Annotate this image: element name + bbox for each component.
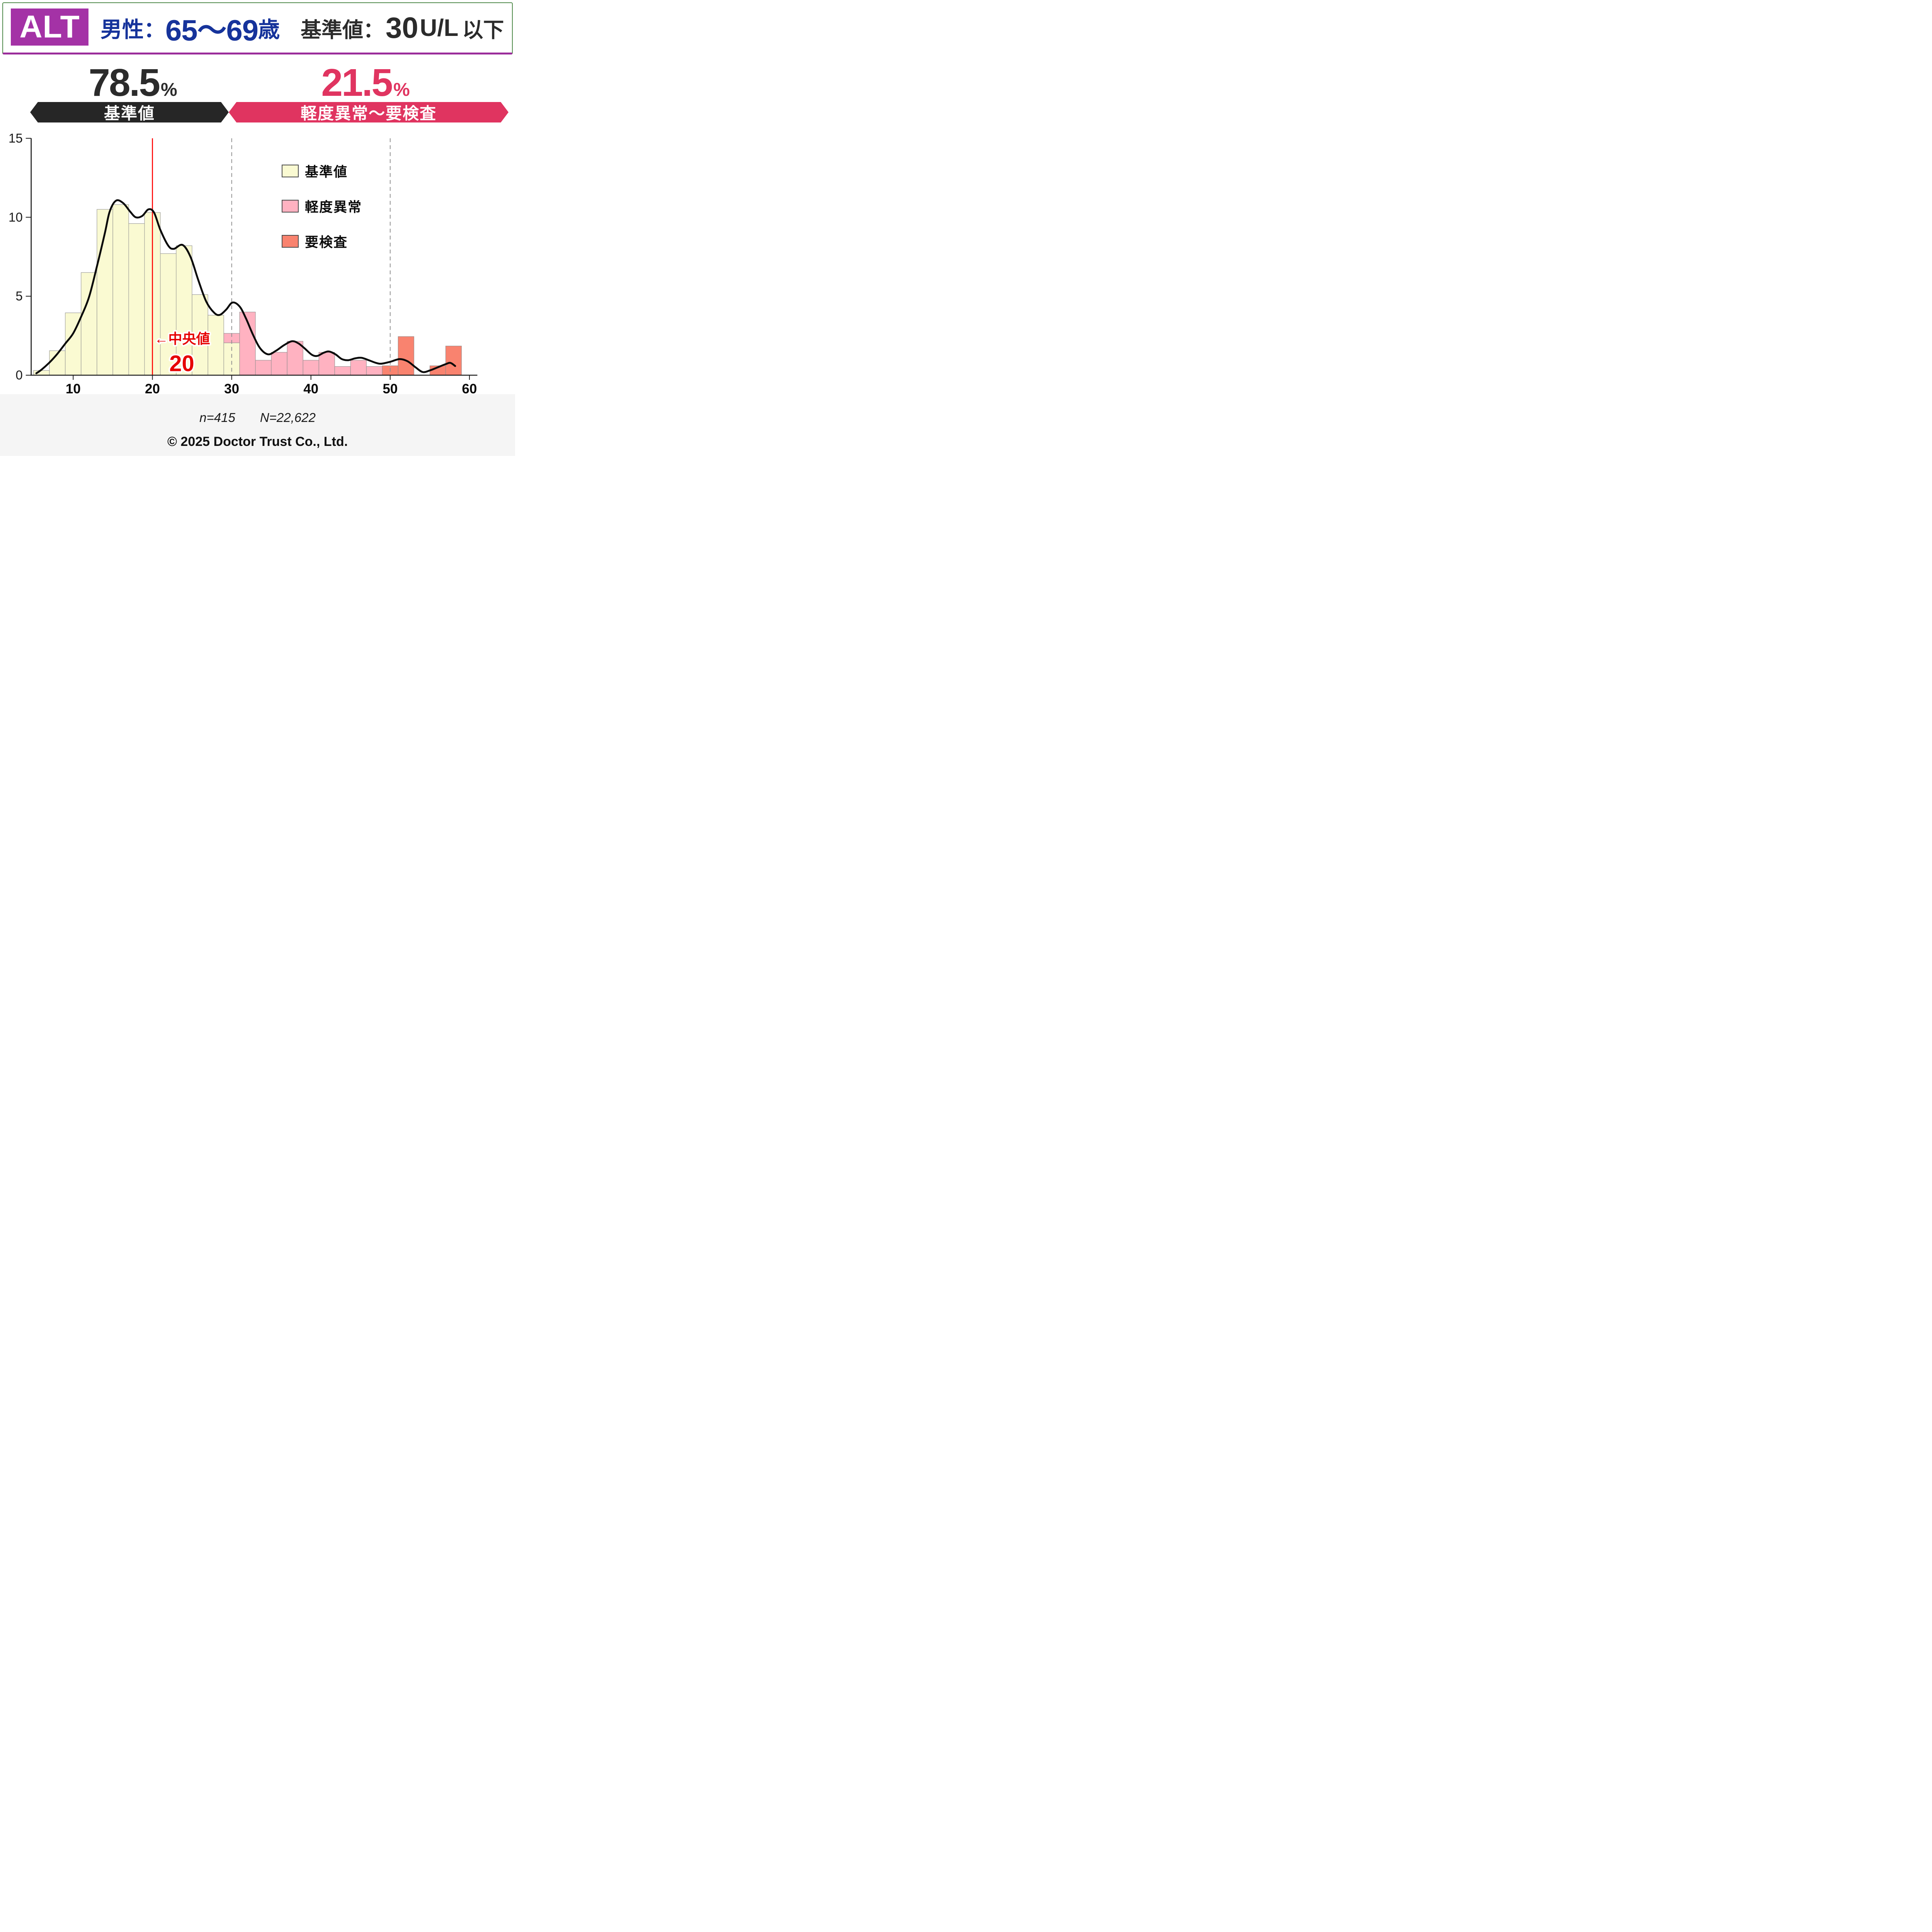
x-tick-label: 40 <box>303 381 318 396</box>
histogram-bar <box>207 315 224 376</box>
x-tick-label: 10 <box>66 381 81 396</box>
y-tick-label: 5 <box>15 289 22 303</box>
population-range: 65～69 <box>165 14 259 47</box>
sample-sizes: n=415 N=22,622 <box>0 410 515 425</box>
histogram-bar <box>318 352 335 376</box>
normal-range-ribbon: 基準値 <box>30 102 229 122</box>
reference-value: 30 <box>386 11 418 44</box>
sample-N: N=22,622 <box>260 410 316 425</box>
reference-unit: U/L <box>420 14 459 41</box>
x-tick-label: 30 <box>224 381 239 396</box>
reference-qualifier: 以下 <box>462 18 504 42</box>
y-tick-label: 15 <box>9 131 23 145</box>
x-tick-label: 20 <box>145 381 160 396</box>
normal-percent-value: 78.5 <box>88 61 160 104</box>
normal-percent-unit: % <box>160 80 177 100</box>
histogram-bar <box>366 366 383 376</box>
median-annotation-label: ←中央値 <box>155 331 210 347</box>
histogram-chart: 0 5 10 15 10 20 30 40 50 60 ←中央値 20 <box>9 131 478 396</box>
abnormal-range-ribbon-label: 軽度異常～要検査 <box>300 104 437 122</box>
reference-title: 基準値： 30 U/L 以下 <box>301 3 504 53</box>
footer: n=415 N=22,622 © 2025 Doctor Trust Co., L… <box>0 394 515 456</box>
histogram-bar <box>160 253 177 376</box>
normal-range-ribbon-label: 基準値 <box>104 104 155 122</box>
abnormal-percent-value: 21.5 <box>321 61 393 104</box>
reference-label: 基準値： <box>301 18 384 42</box>
y-tick-label: 10 <box>9 210 23 224</box>
legend-swatch <box>282 164 299 177</box>
header-card: ALT 男性： 65～69 歳 基準値： 30 U/L 以下 <box>2 2 513 54</box>
normal-percent: 78.5% <box>52 63 214 102</box>
legend-label: 要検査 <box>305 235 348 250</box>
x-tick-label: 60 <box>462 381 477 396</box>
legend-item: 基準値 <box>282 163 348 180</box>
legend-swatch <box>282 235 299 248</box>
abnormal-range-ribbon: 軽度異常～要検査 <box>229 102 509 122</box>
histogram-bar <box>334 366 351 376</box>
density-curve <box>35 199 456 374</box>
histogram-bar <box>192 294 208 376</box>
histogram-bar <box>271 352 287 376</box>
histogram-bar <box>303 360 319 376</box>
legend-label: 基準値 <box>305 164 348 180</box>
histogram-bar <box>350 360 367 376</box>
population-title: 男性： 65～69 歳 <box>100 3 280 53</box>
histogram-bar <box>287 341 303 376</box>
sample-n: n=415 <box>199 410 235 425</box>
x-tick-label: 50 <box>383 381 398 396</box>
legend-swatch <box>282 199 299 213</box>
population-prefix: 男性： <box>100 17 165 42</box>
legend-item: 軽度異常 <box>282 198 362 215</box>
page: ALT 男性： 65～69 歳 基準値： 30 U/L 以下 78.5% 21.… <box>0 0 515 456</box>
copyright: © 2025 Doctor Trust Co., Ltd. <box>167 434 348 449</box>
abnormal-percent: 21.5% <box>284 63 447 102</box>
median-annotation-value: 20 <box>169 351 194 376</box>
histogram-bar <box>445 345 462 376</box>
legend-label: 軽度異常 <box>305 199 362 215</box>
test-name: ALT <box>19 9 80 44</box>
histogram-bar <box>112 204 129 376</box>
population-suffix: 歳 <box>258 17 280 42</box>
histogram-bar <box>128 223 145 376</box>
histogram-bar <box>398 336 414 376</box>
y-tick-label: 0 <box>15 368 22 382</box>
abnormal-percent-unit: % <box>393 80 410 100</box>
histogram-bar <box>81 272 97 376</box>
legend-item: 要検査 <box>282 233 348 250</box>
histogram-bar <box>255 360 272 376</box>
test-name-badge: ALT <box>11 9 88 46</box>
